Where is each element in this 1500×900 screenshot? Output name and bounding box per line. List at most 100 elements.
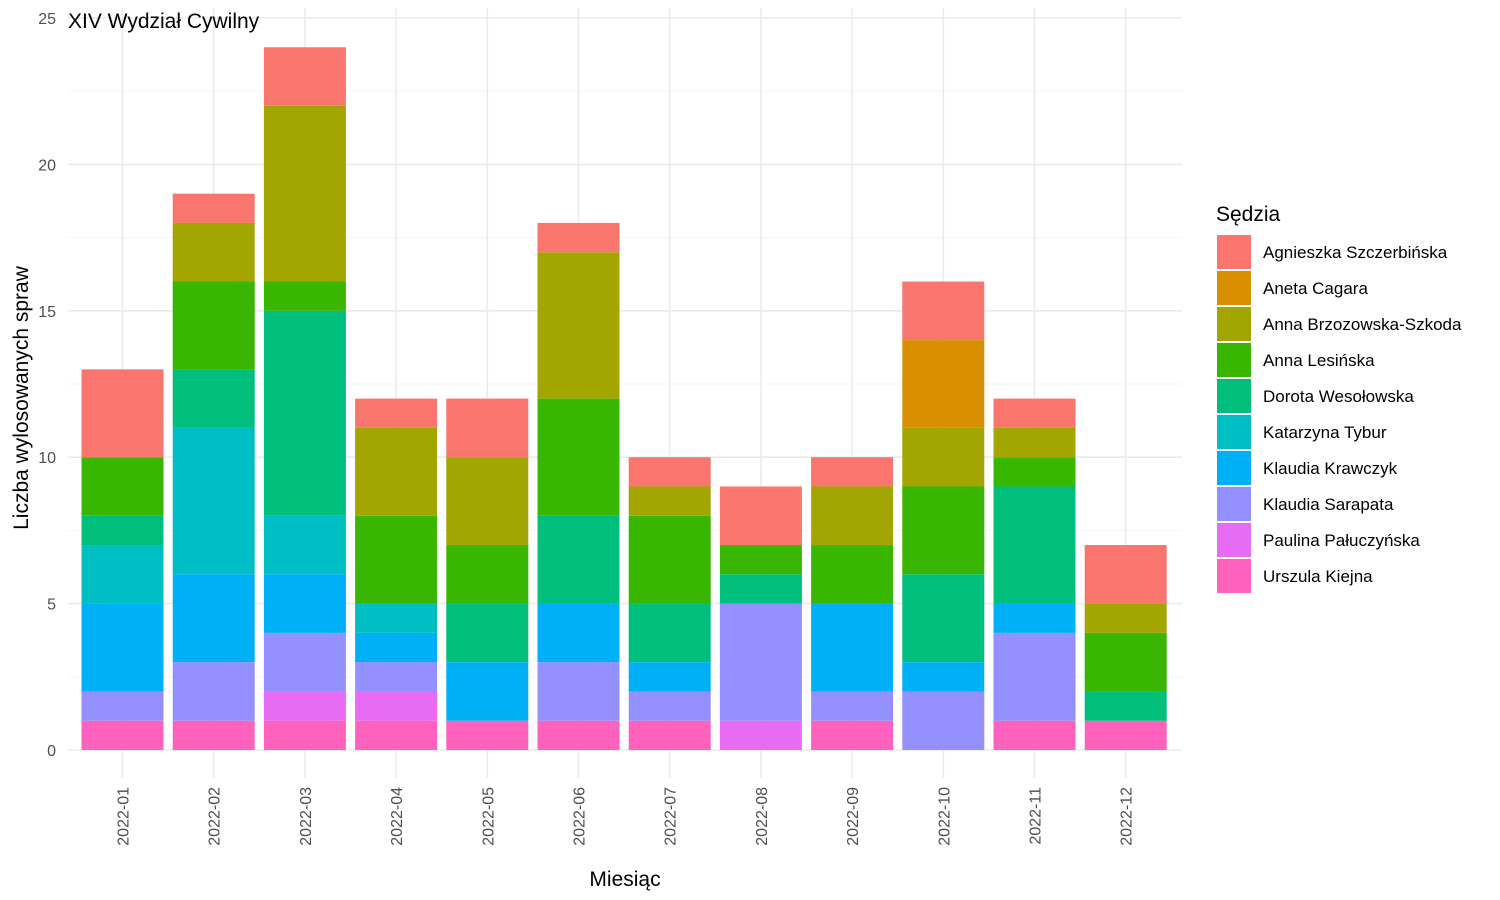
- bar-segment-2022-09-anna-lesi-ska: [811, 545, 894, 604]
- legend-label: Aneta Cagara: [1263, 279, 1368, 298]
- bar-segment-2022-07-agnieszka-szczerbi-ska: [628, 457, 711, 487]
- x-axis-title: Miesiąc: [589, 868, 660, 891]
- bar-segment-2022-11-dorota-weso-owska: [993, 486, 1076, 604]
- bar-segment-2022-11-klaudia-sarapata: [993, 632, 1076, 721]
- x-tick-label: 2022-10: [936, 787, 953, 846]
- bar-segment-2022-11-anna-brzozowska-szkoda: [993, 427, 1076, 458]
- bar-segment-2022-10-anna-brzozowska-szkoda: [902, 427, 985, 487]
- legend-swatch: [1217, 523, 1251, 557]
- bar-segment-2022-03-anna-brzozowska-szkoda: [263, 105, 346, 282]
- y-tick-label: 15: [38, 304, 56, 321]
- y-tick-label: 5: [47, 597, 56, 614]
- legend-swatch: [1217, 307, 1251, 341]
- x-tick-label: 2022-08: [754, 787, 771, 846]
- bars: [81, 47, 1167, 750]
- bar-segment-2022-03-urszula-kiejna: [263, 720, 346, 750]
- bar-segment-2022-08-dorota-weso-owska: [719, 574, 802, 604]
- bar-segment-2022-07-urszula-kiejna: [628, 720, 711, 750]
- bar-segment-2022-06-dorota-weso-owska: [537, 515, 620, 604]
- bar-segment-2022-06-anna-brzozowska-szkoda: [537, 252, 620, 399]
- bar-segment-2022-07-anna-brzozowska-szkoda: [628, 486, 711, 516]
- bar-segment-2022-10-anna-lesi-ska: [902, 486, 985, 575]
- bar-segment-2022-01-anna-lesi-ska: [81, 457, 164, 516]
- y-axis-ticks: 0 5 10 15 20 25: [38, 11, 56, 760]
- bar-segment-2022-07-anna-lesi-ska: [628, 515, 711, 604]
- bar-segment-2022-05-anna-lesi-ska: [446, 545, 529, 604]
- bar-segment-2022-03-anna-lesi-ska: [263, 281, 346, 311]
- bar-segment-2022-01-katarzyna-tybur: [81, 545, 164, 604]
- bar-segment-2022-04-klaudia-krawczyk: [355, 632, 438, 663]
- bar-segment-2022-01-klaudia-sarapata: [81, 691, 164, 721]
- y-tick-label: 20: [38, 157, 56, 174]
- bar-segment-2022-04-paulina-pa-uczy-ska: [355, 691, 438, 721]
- legend-swatch: [1217, 559, 1251, 593]
- bar-segment-2022-03-klaudia-krawczyk: [263, 574, 346, 633]
- bar-segment-2022-09-urszula-kiejna: [811, 720, 894, 750]
- x-tick-label: 2022-02: [207, 787, 224, 846]
- bar-segment-2022-01-klaudia-krawczyk: [81, 603, 164, 692]
- bar-segment-2022-02-klaudia-krawczyk: [172, 574, 255, 663]
- bar-segment-2022-02-anna-lesi-ska: [172, 281, 255, 370]
- bar-segment-2022-05-dorota-weso-owska: [446, 603, 529, 663]
- bar-segment-2022-02-urszula-kiejna: [172, 720, 255, 750]
- bar-segment-2022-07-klaudia-krawczyk: [628, 662, 711, 692]
- bar-segment-2022-07-dorota-weso-owska: [628, 603, 711, 663]
- bar-segment-2022-11-urszula-kiejna: [993, 720, 1076, 750]
- bar-segment-2022-05-agnieszka-szczerbi-ska: [446, 398, 529, 458]
- legend-label: Anna Brzozowska-Szkoda: [1263, 315, 1462, 334]
- bar-segment-2022-09-klaudia-krawczyk: [811, 603, 894, 692]
- legend-label: Urszula Kiejna: [1263, 567, 1373, 586]
- bar-segment-2022-08-klaudia-sarapata: [719, 603, 802, 721]
- bar-segment-2022-08-paulina-pa-uczy-ska: [719, 720, 802, 750]
- bar-segment-2022-04-agnieszka-szczerbi-ska: [355, 398, 438, 428]
- legend-label: Klaudia Sarapata: [1263, 495, 1394, 514]
- bar-segment-2022-02-dorota-weso-owska: [172, 369, 255, 428]
- x-tick-label: 2022-09: [845, 787, 862, 846]
- bar-segment-2022-02-anna-brzozowska-szkoda: [172, 222, 255, 282]
- bar-segment-2022-02-agnieszka-szczerbi-ska: [172, 193, 255, 223]
- bar-segment-2022-06-anna-lesi-ska: [537, 398, 620, 516]
- legend-swatch: [1217, 451, 1251, 485]
- legend-swatch: [1217, 487, 1251, 521]
- bar-segment-2022-04-klaudia-sarapata: [355, 662, 438, 692]
- bar-segment-2022-09-agnieszka-szczerbi-ska: [811, 457, 894, 487]
- legend-swatch: [1217, 235, 1251, 269]
- x-tick-label: 2022-05: [480, 787, 497, 846]
- bar-segment-2022-02-klaudia-sarapata: [172, 662, 255, 721]
- bar-segment-2022-02-katarzyna-tybur: [172, 427, 255, 575]
- bar-segment-2022-04-anna-lesi-ska: [355, 515, 438, 604]
- legend-label: Anna Lesińska: [1263, 351, 1375, 370]
- bar-segment-2022-04-katarzyna-tybur: [355, 603, 438, 633]
- bar-segment-2022-01-urszula-kiejna: [81, 720, 164, 750]
- bar-segment-2022-03-dorota-weso-owska: [263, 310, 346, 516]
- bar-segment-2022-10-agnieszka-szczerbi-ska: [902, 281, 985, 341]
- x-tick-label: 2022-03: [298, 787, 315, 846]
- bar-segment-2022-12-dorota-weso-owska: [1084, 691, 1167, 721]
- bar-segment-2022-10-dorota-weso-owska: [902, 574, 985, 663]
- bar-segment-2022-06-agnieszka-szczerbi-ska: [537, 222, 620, 253]
- x-tick-label: 2022-11: [1028, 787, 1045, 845]
- bar-segment-2022-10-klaudia-sarapata: [902, 691, 985, 750]
- bar-segment-2022-09-klaudia-sarapata: [811, 691, 894, 721]
- y-tick-label: 25: [38, 11, 56, 28]
- x-tick-label: 2022-07: [663, 787, 680, 846]
- bar-segment-2022-08-agnieszka-szczerbi-ska: [719, 486, 802, 546]
- bar-segment-2022-09-anna-brzozowska-szkoda: [811, 486, 894, 546]
- bar-segment-2022-03-agnieszka-szczerbi-ska: [263, 47, 346, 106]
- bar-segment-2022-11-agnieszka-szczerbi-ska: [993, 398, 1076, 428]
- legend-swatch: [1217, 415, 1251, 449]
- bar-segment-2022-10-aneta-cagara: [902, 340, 985, 428]
- y-tick-label: 0: [47, 743, 56, 760]
- bar-segment-2022-06-klaudia-sarapata: [537, 662, 620, 721]
- bar-segment-2022-04-anna-brzozowska-szkoda: [355, 427, 438, 516]
- x-tick-label: 2022-06: [572, 787, 589, 846]
- bar-segment-2022-06-klaudia-krawczyk: [537, 603, 620, 663]
- legend: Sędzia Agnieszka Szczerbińska Aneta Cagar…: [1216, 203, 1462, 593]
- bar-segment-2022-11-anna-lesi-ska: [993, 457, 1076, 487]
- legend-title: Sędzia: [1216, 203, 1281, 226]
- bar-segment-2022-12-agnieszka-szczerbi-ska: [1084, 545, 1167, 604]
- legend-label: Katarzyna Tybur: [1263, 423, 1387, 442]
- bar-segment-2022-01-agnieszka-szczerbi-ska: [81, 369, 164, 458]
- x-tick-label: 2022-01: [116, 787, 133, 846]
